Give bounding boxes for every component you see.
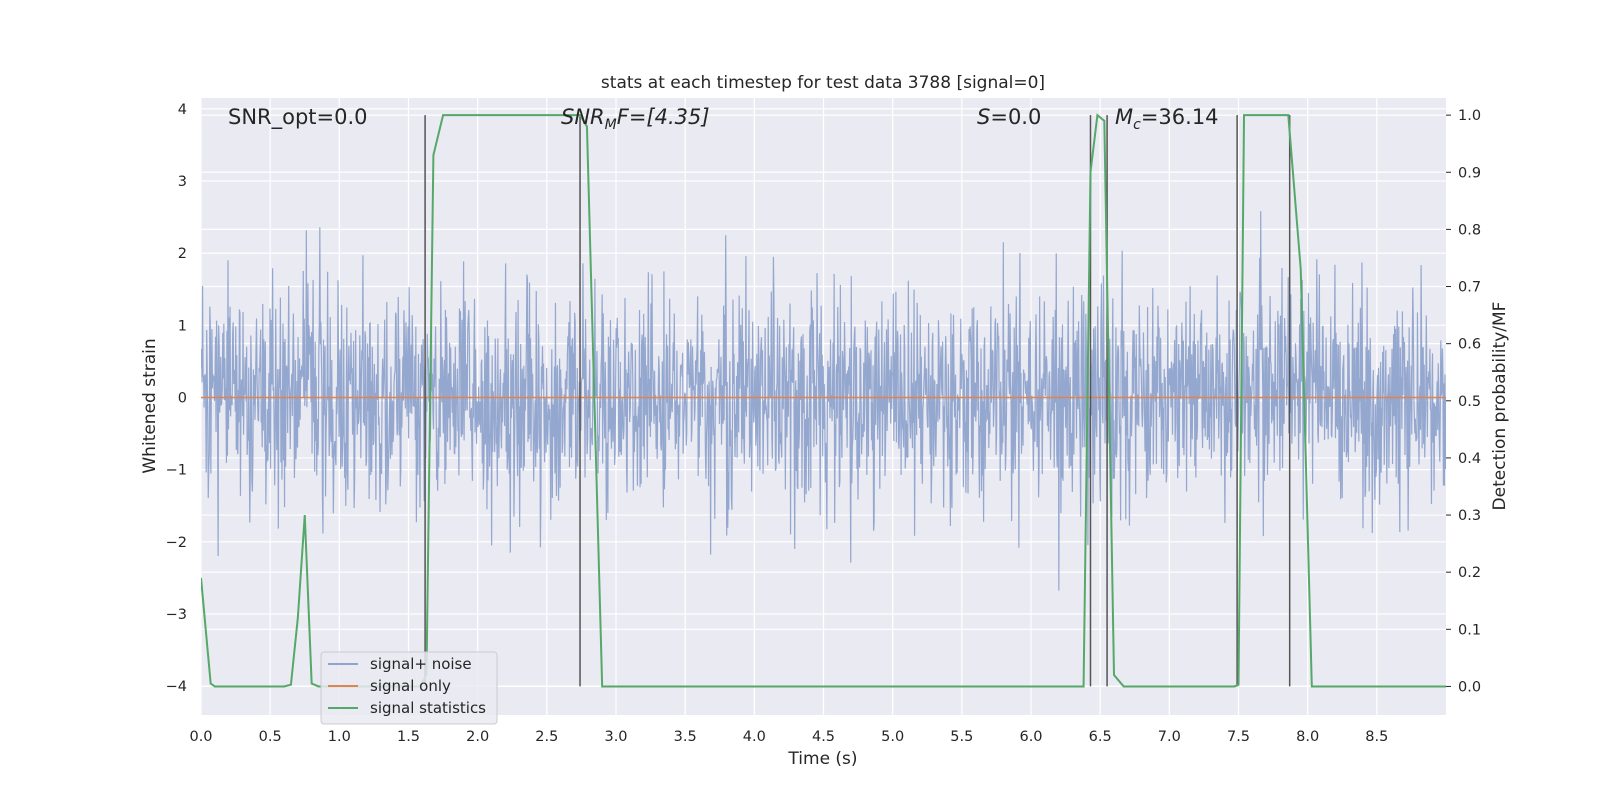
y-tick-label: −2 [166, 535, 187, 551]
signal-statistics-group [201, 113, 1446, 688]
y-tick-label: −3 [166, 607, 187, 623]
legend: signal+ noise signal only signal statist… [320, 651, 498, 725]
y2-tick-label: 1.0 [1458, 108, 1481, 124]
x-axis-label: Time (s) [787, 749, 857, 769]
y2-tick-label: 0.4 [1458, 451, 1481, 467]
y-tick-label: −1 [166, 463, 187, 479]
s-suffix: =0.0 [990, 105, 1041, 129]
mc-sub: c [1133, 117, 1141, 133]
legend-label-signal-statistics: signal statistics [370, 699, 486, 717]
y2-tick-label: 0.2 [1458, 565, 1481, 581]
s-prefix: S [977, 105, 990, 129]
tick-labels: 0.0 0.5 1.0 1.5 2.0 2.5 3.0 3.5 4.0 4.5 5.0 5.5 6.0 6… [166, 102, 1481, 745]
snr-mf-prefix: SNR [561, 105, 605, 129]
legend-label-signal-noise: signal+ noise [370, 655, 472, 673]
x-tick-label: 5.5 [950, 729, 973, 745]
y-tick-label: 0 [178, 390, 187, 406]
y2-tick-label: 0.1 [1458, 622, 1481, 638]
x-tick-label: 3.5 [674, 729, 697, 745]
y-axis-label: Whitened strain [140, 338, 160, 473]
x-tick-label: 5.0 [881, 729, 904, 745]
x-tick-label: 1.5 [397, 729, 420, 745]
snr-mf-suffix: F=[4.35] [617, 105, 710, 129]
mc-suffix: =36.14 [1141, 105, 1219, 129]
y2-tick-label: 0.6 [1458, 337, 1481, 353]
y2-tick-label: 0.8 [1458, 222, 1481, 238]
x-tick-label: 0.0 [189, 729, 212, 745]
x-tick-label: 6.5 [1089, 729, 1112, 745]
annotation-snr-opt: SNR_opt=0.0 [228, 105, 368, 130]
x-tick-label: 2.5 [535, 729, 558, 745]
y-tick-label: 4 [178, 102, 187, 118]
x-tick-label: 4.5 [812, 729, 835, 745]
y-tick-label: −4 [166, 679, 187, 695]
x-tick-label: 4.0 [743, 729, 766, 745]
x-tick-label: 6.0 [1019, 729, 1042, 745]
plot-data [201, 211, 1446, 591]
y-tick-label: 3 [178, 174, 187, 190]
chart-title: stats at each timestep for test data 378… [601, 73, 1045, 93]
mc-prefix: M [1115, 105, 1133, 129]
y-tick-label: 2 [178, 246, 187, 262]
legend-box [320, 651, 498, 725]
x-tick-label: 0.5 [259, 729, 282, 745]
y2-tick-label: 0.0 [1458, 679, 1481, 695]
y2-tick-label: 0.3 [1458, 508, 1481, 524]
x-tick-label: 7.5 [1227, 729, 1250, 745]
y2-tick-label: 0.5 [1458, 394, 1481, 410]
annotation-mc: Mc=36.14 [1115, 105, 1219, 133]
x-tick-label: 3.0 [604, 729, 627, 745]
snr-mf-sub: M [605, 117, 617, 133]
legend-label-signal-only: signal only [370, 677, 451, 695]
x-tick-label: 7.0 [1158, 729, 1181, 745]
y2-axis-label: Detection probability/MF [1490, 302, 1510, 511]
x-tick-label: 2.0 [466, 729, 489, 745]
x-tick-label: 8.5 [1365, 729, 1388, 745]
x-tick-label: 8.0 [1296, 729, 1319, 745]
x-tick-label: 1.0 [328, 729, 351, 745]
y2-tick-label: 0.9 [1458, 165, 1481, 181]
y-tick-label: 1 [178, 318, 187, 334]
annotation-s: S=0.0 [977, 105, 1041, 129]
series-signal-statistics [201, 113, 1446, 688]
y2-tick-label: 0.7 [1458, 280, 1481, 296]
annotation-snr-mf: SNRMF=[4.35] [561, 105, 710, 133]
